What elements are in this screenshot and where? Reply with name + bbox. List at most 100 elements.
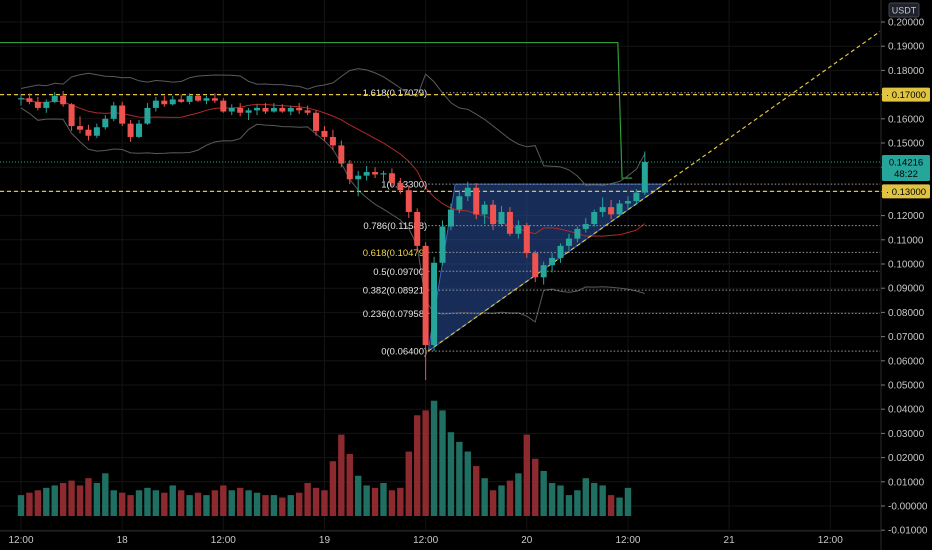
candle-body [279, 107, 286, 112]
volume-bar [498, 485, 505, 516]
volume-bar [599, 485, 606, 516]
volume-bar [93, 483, 101, 516]
candle-body [557, 245, 564, 258]
level-badge-text: · 0.13000 [886, 187, 926, 198]
price-tick-label: 0.04000 [888, 405, 925, 416]
candle-body [405, 190, 412, 212]
candle-body [43, 101, 50, 108]
candle-body [228, 107, 235, 112]
volume-bar [220, 485, 227, 516]
candle-body [144, 107, 151, 124]
candle-body [161, 100, 168, 105]
volume-bar [102, 473, 109, 516]
volume-bar [363, 485, 370, 516]
price-tick-label: 0.06000 [888, 356, 925, 367]
candle-body [574, 228, 581, 239]
candle-body [473, 187, 480, 215]
volume-bar [489, 490, 497, 516]
volume-bar [397, 487, 404, 516]
last-price-text: 0.14216 [889, 157, 923, 168]
price-tick-label: 0.02000 [888, 453, 925, 464]
candle-body [110, 105, 117, 119]
candle-body [565, 238, 572, 246]
candle-body [456, 196, 463, 210]
candle-body [119, 105, 126, 124]
price-tick-label: 0.11000 [888, 235, 924, 246]
volume-bar [414, 415, 421, 516]
time-tick-label: 12:00 [818, 535, 843, 546]
candle-body [136, 123, 143, 137]
time-tick-label: 12:00 [413, 535, 438, 546]
volume-bar [270, 495, 278, 516]
candle-body [245, 110, 252, 113]
candle-body [464, 187, 471, 197]
volume-bar [430, 400, 438, 516]
volume-bar [582, 478, 590, 516]
volume-bar [68, 480, 75, 516]
candle-body [34, 101, 41, 108]
volume-bar [253, 492, 261, 516]
candle-body [363, 172, 370, 176]
candle-body [186, 95, 193, 102]
volume-bar [51, 485, 58, 516]
candle-body [304, 110, 311, 113]
candle-body [287, 107, 294, 112]
candle-body [355, 175, 362, 180]
volume-bar [169, 485, 176, 516]
time-axis[interactable]: 12:00 18 12:00 19 12:00 20 12:00 21 12:00 [0, 530, 881, 546]
volume-bar [574, 490, 581, 516]
volume-bar [135, 490, 143, 516]
volume-bar [532, 458, 539, 516]
volume-bar [422, 410, 429, 516]
fib-level-label: 0.786(0.11588) [363, 221, 427, 232]
volume-bar [110, 490, 117, 516]
volume-bar [34, 490, 42, 516]
trend-line-dashed [427, 30, 881, 352]
candle-body [195, 95, 202, 101]
price-tick-label: 0.20000 [888, 18, 925, 29]
volume-bar [447, 432, 455, 516]
volume-bar [371, 487, 379, 516]
candle-body [414, 211, 421, 246]
volume-bar [194, 492, 202, 516]
volume-bar [557, 485, 564, 516]
volume-bar [59, 483, 67, 516]
level-badge [882, 184, 930, 199]
candle-body [60, 95, 67, 105]
quote-unit-label: USDT [888, 2, 920, 18]
candle-body [321, 130, 328, 137]
candles [18, 90, 648, 381]
candle-body [329, 136, 336, 146]
candle-body [549, 257, 556, 266]
price-tick-label: 0.09000 [888, 284, 925, 295]
candle-body [397, 182, 404, 191]
volume-bar [245, 490, 252, 516]
volume-bar [26, 492, 33, 516]
candle-body [211, 98, 218, 101]
candle-body [372, 172, 379, 175]
candle-body [262, 107, 269, 112]
volume-bar [279, 497, 286, 516]
candle-body [169, 99, 176, 105]
candle-body [633, 192, 640, 202]
candle-body [203, 98, 210, 101]
volume-bar [76, 485, 84, 516]
candle-body [346, 163, 353, 180]
volume-bar [312, 487, 320, 516]
candle-body [18, 98, 24, 100]
volume-bar [144, 487, 151, 516]
candle-body [338, 145, 345, 164]
fib-retracement: 1.618(0.17079) 1(0.13300) 0.786(0.11588) 0.… [363, 88, 880, 358]
volume-bar [515, 473, 522, 516]
volume-bar [439, 410, 446, 516]
price-tick-label: 0.08000 [888, 308, 925, 319]
volume-bar [236, 487, 244, 516]
volume-bar [346, 453, 353, 516]
candle-body [439, 226, 446, 263]
volume-bar [380, 483, 387, 516]
volume-bar [127, 495, 134, 516]
volume-bar [287, 495, 294, 516]
price-tick-label: 0.16000 [888, 114, 925, 125]
candle-body [608, 207, 615, 215]
